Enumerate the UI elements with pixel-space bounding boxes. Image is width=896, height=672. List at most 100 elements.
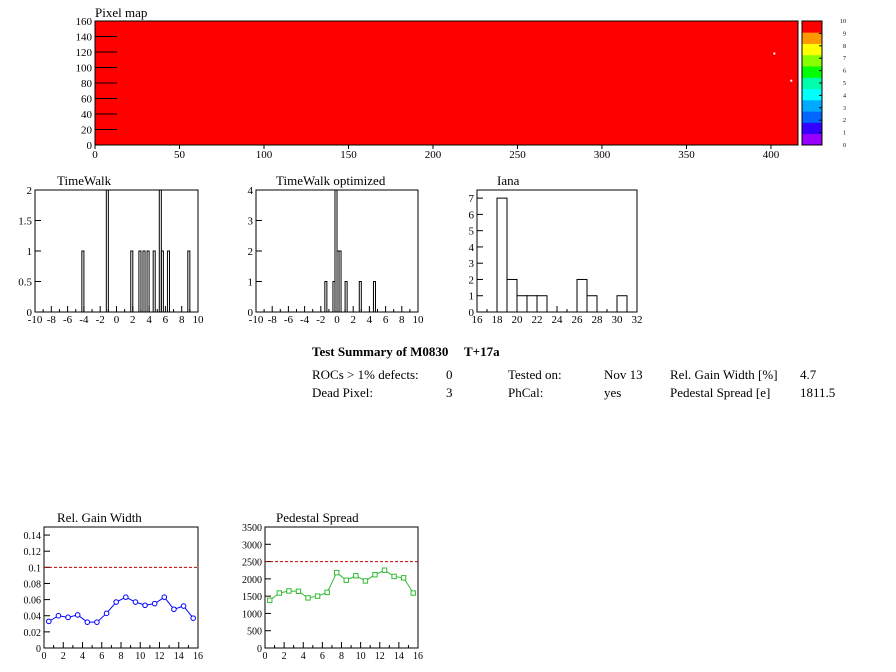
y-tick-label: 1.5 bbox=[18, 216, 32, 228]
y-tick-label: 3 bbox=[469, 258, 475, 270]
palette-tick-label: 4 bbox=[843, 93, 846, 99]
histogram-bar bbox=[138, 250, 142, 313]
x-tick-label: 8 bbox=[179, 314, 185, 326]
palette-swatch bbox=[802, 99, 822, 112]
chart-title: Pixel map bbox=[95, 5, 147, 20]
y-tick-label: 0.5 bbox=[18, 277, 32, 289]
y-tick-label: 2500 bbox=[242, 558, 262, 569]
y-tick-label: 0.14 bbox=[24, 531, 42, 542]
y-tick-label: 0 bbox=[257, 644, 262, 655]
data-point bbox=[305, 595, 311, 601]
x-tick-label: 4 bbox=[367, 314, 373, 326]
x-tick-label: -2 bbox=[316, 314, 325, 326]
histogram-bar bbox=[496, 197, 508, 313]
y-tick-label: 3000 bbox=[242, 540, 262, 551]
iana-histogram: 16 18 20 22 24 26 28 30 32 0 1 2 3 4 5 6 7 Iana bbox=[469, 173, 643, 326]
palette-tick-label: 3 bbox=[843, 106, 846, 112]
data-point bbox=[353, 573, 359, 579]
histogram-bar bbox=[338, 250, 342, 313]
palette-swatch bbox=[802, 32, 822, 44]
y-tick-label: 1 bbox=[469, 291, 475, 303]
x-tick-label: 4 bbox=[80, 651, 85, 662]
x-tick-label: 24 bbox=[552, 314, 564, 326]
y-tick-label: 3 bbox=[248, 216, 254, 228]
histogram-bar bbox=[81, 250, 85, 313]
data-point bbox=[180, 603, 187, 609]
x-tick-label: 400 bbox=[763, 149, 780, 161]
palette-tick-label: 8 bbox=[843, 44, 846, 50]
data-point bbox=[324, 589, 330, 596]
histogram-bar bbox=[358, 281, 362, 313]
y-tick-label: 60 bbox=[81, 94, 93, 106]
histogram-bar bbox=[187, 250, 191, 313]
x-tick-label: -2 bbox=[96, 314, 105, 326]
histogram-bar bbox=[166, 250, 170, 313]
summary-label-gain-width: Rel. Gain Width [%] bbox=[670, 367, 778, 382]
x-tick-label: 2 bbox=[61, 651, 66, 662]
histogram-bar bbox=[616, 295, 628, 313]
palette-swatch bbox=[802, 66, 822, 78]
x-tick-label: 2 bbox=[350, 314, 356, 326]
plot-frame bbox=[43, 526, 199, 649]
histogram-bar bbox=[160, 250, 164, 313]
data-point bbox=[410, 590, 416, 596]
data-point bbox=[55, 612, 62, 619]
histogram-bar bbox=[372, 281, 376, 313]
y-tick-label: 6 bbox=[469, 209, 475, 221]
y-tick-label: 0 bbox=[87, 140, 93, 152]
data-point bbox=[381, 567, 388, 573]
x-tick-label: 16 bbox=[472, 314, 484, 326]
data-point bbox=[362, 578, 369, 584]
chart-title: TimeWalk optimized bbox=[276, 173, 386, 188]
x-tick-label: 16 bbox=[413, 651, 423, 662]
chart-title: TimeWalk bbox=[57, 173, 112, 188]
data-point bbox=[400, 575, 407, 581]
histogram-bar bbox=[146, 250, 150, 313]
histogram-bar bbox=[516, 295, 528, 313]
x-tick-label: 0 bbox=[42, 651, 47, 662]
x-tick-label: -4 bbox=[300, 314, 310, 326]
x-tick-label: 0 bbox=[92, 149, 98, 161]
x-tick-label: 2 bbox=[282, 651, 287, 662]
x-tick-label: 4 bbox=[301, 651, 306, 662]
data-point bbox=[372, 572, 378, 578]
x-tick-label: 8 bbox=[339, 651, 344, 662]
palette-tick-label: 0 bbox=[843, 143, 846, 149]
summary-value-phcal: yes bbox=[604, 385, 621, 400]
y-tick-label: 1 bbox=[27, 246, 33, 258]
x-tick-label: -10 bbox=[28, 314, 43, 326]
chart-title: Pedestal Spread bbox=[276, 510, 359, 525]
pixel-map-chart: 0 50 100 150 200 250 300 350 4000204060801001201… bbox=[76, 5, 847, 161]
rel-gain-width-chart: 0 2 4 6 8 10 12 14 16 0 0.02 0.04 0.06 0.08 0.1 0.12 0.1… bbox=[24, 510, 204, 662]
summary-value-dead-pixel: 3 bbox=[446, 385, 453, 400]
x-tick-label: 22 bbox=[532, 314, 543, 326]
data-point bbox=[103, 610, 110, 617]
pedestal-spread-chart: 0 2 4 6 8 10 12 14 16 0 500 1000 1500 2000 2500 3000 350… bbox=[242, 510, 423, 662]
y-tick-label: 0 bbox=[27, 307, 33, 319]
y-tick-label: 20 bbox=[81, 125, 93, 137]
x-tick-label: 10 bbox=[193, 314, 205, 326]
data-point bbox=[295, 588, 302, 595]
x-tick-label: 4 bbox=[146, 314, 152, 326]
series-line bbox=[269, 569, 414, 601]
x-tick-label: 30 bbox=[612, 314, 624, 326]
histogram-bar bbox=[324, 281, 328, 313]
palette-swatch bbox=[802, 54, 822, 67]
x-tick-label: 350 bbox=[678, 149, 695, 161]
y-tick-label: 0 bbox=[248, 307, 254, 319]
x-tick-label: 6 bbox=[163, 314, 169, 326]
x-tick-label: 2 bbox=[130, 314, 136, 326]
x-tick-label: 6 bbox=[99, 651, 104, 662]
y-tick-label: 0.1 bbox=[29, 563, 42, 574]
x-tick-label: 0 bbox=[263, 651, 268, 662]
histogram-bar bbox=[344, 281, 348, 313]
x-tick-label: 0 bbox=[334, 314, 340, 326]
data-point bbox=[343, 577, 349, 583]
summary-temperature: T+17a bbox=[464, 344, 500, 359]
x-tick-label: 14 bbox=[174, 651, 184, 662]
x-tick-label: 8 bbox=[119, 651, 124, 662]
y-tick-label: 160 bbox=[76, 16, 93, 28]
data-point bbox=[171, 606, 177, 613]
